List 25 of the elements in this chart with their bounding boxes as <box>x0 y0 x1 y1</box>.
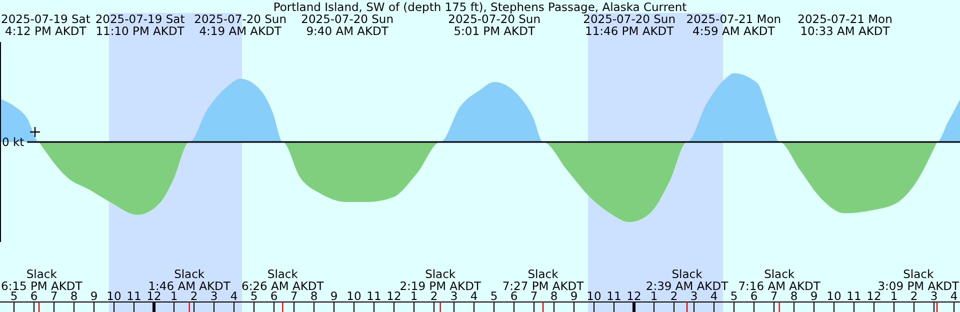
text: 2025-07-21 Mon 4:59 AM AKDT <box>686 12 782 38</box>
x-tick-label: 10 <box>586 289 602 303</box>
x-tick-label: 9 <box>330 289 338 303</box>
x-tick-label: 4 <box>230 289 238 303</box>
text: 2025-07-19 Sat 4:12 PM AKDT <box>1 12 91 38</box>
text: 2025-07-20 Sun 11:46 PM AKDT <box>583 12 676 38</box>
text: 2025-07-21 Mon 10:33 AM AKDT <box>798 12 892 38</box>
x-tick-label: 11 <box>366 289 382 303</box>
text: 2025-07-20 Sun 4:19 AM AKDT <box>194 12 287 38</box>
x-tick-label: 11 <box>846 289 862 303</box>
x-tick-label: 11 <box>606 289 622 303</box>
text: 2025-07-20 Sun 5:01 PM AKDT <box>448 12 541 38</box>
x-tick-label: 5 <box>490 289 498 303</box>
x-tick-label: 12 <box>626 289 642 303</box>
x-tick-label: 10 <box>346 289 362 303</box>
x-tick-label: 10 <box>826 289 842 303</box>
x-tick-label: 5 <box>730 289 738 303</box>
ref-line-label: 0 kt <box>2 135 25 149</box>
x-tick-label: 11 <box>126 289 142 303</box>
x-tick-label: 12 <box>386 289 402 303</box>
text: 2025-07-19 Sat 11:10 PM AKDT <box>95 12 186 38</box>
x-tick-label: 9 <box>90 289 98 303</box>
x-tick-label: 10 <box>106 289 122 303</box>
chart-title: Portland Island, SW of (depth 175 ft), Stephens Passage, Alaska Current <box>273 0 688 14</box>
text: 2025-07-20 Sun 9:40 AM AKDT <box>301 12 394 38</box>
